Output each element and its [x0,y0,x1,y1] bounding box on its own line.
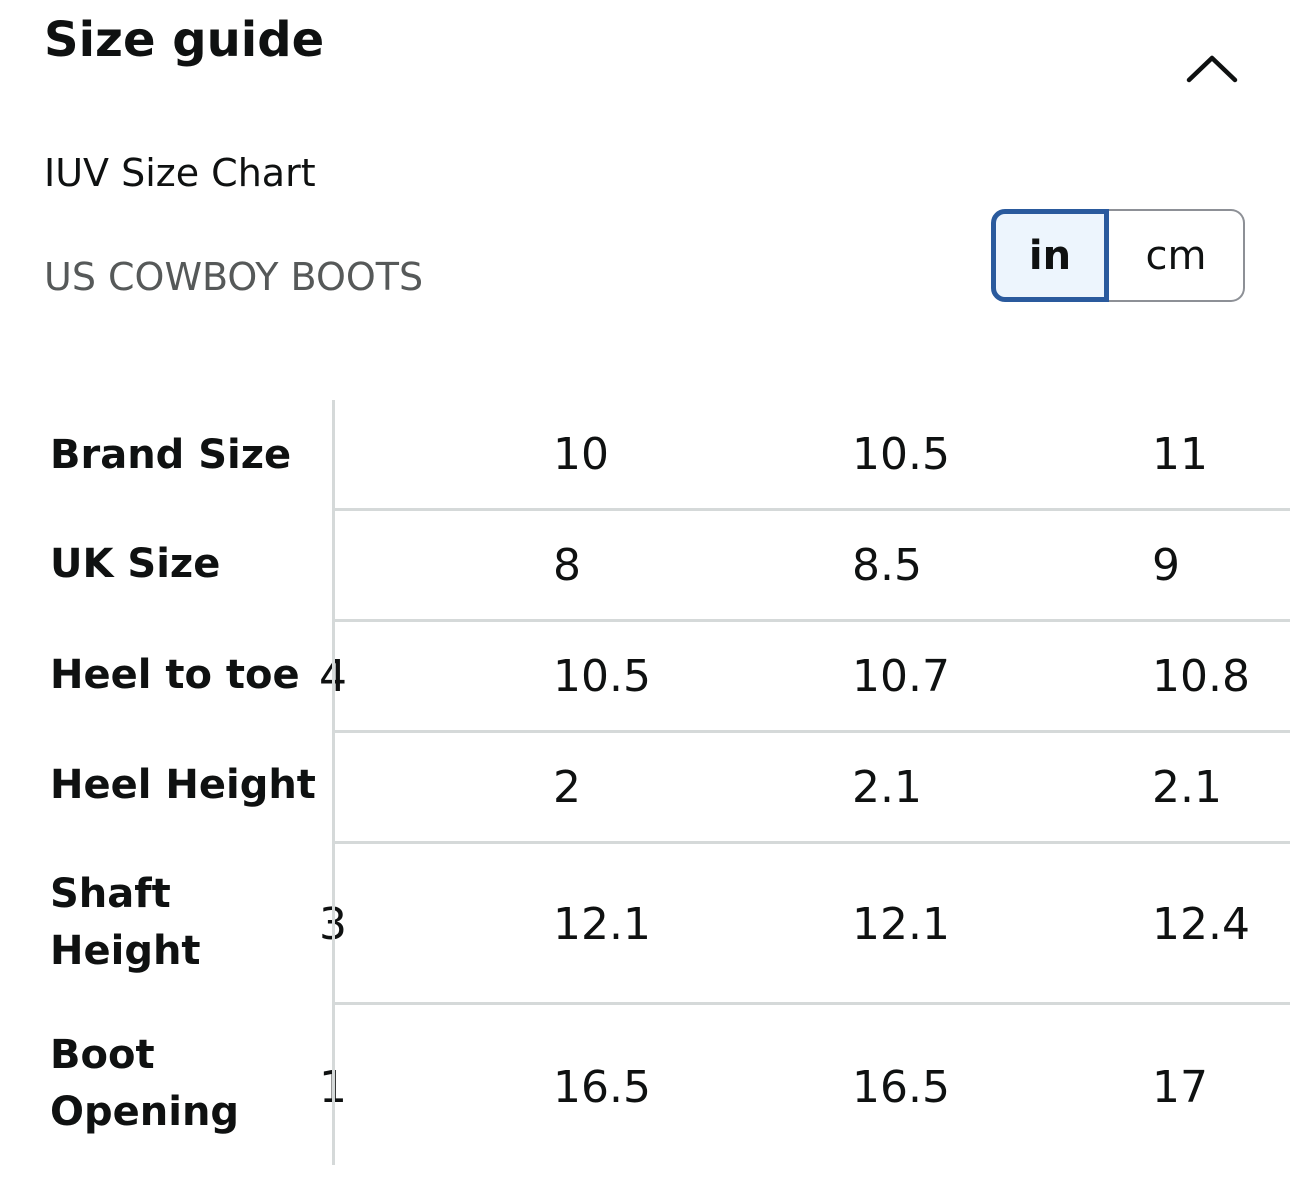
table-cell: 2.1 [1152,762,1222,813]
table-cell: 8 [553,540,581,591]
table-cell: 16.5 [553,1062,651,1113]
table-cell-partial: 1 [300,1063,347,1113]
table-cell: 16.5 [852,1062,950,1113]
unit-option-in[interactable]: in [991,209,1109,302]
row-label: UK Size [50,541,221,587]
unit-option-cm[interactable]: cm [1109,209,1245,302]
table-cell: 2 [553,762,581,813]
row-label: Shaft Height [50,871,201,974]
table-row: Brand Size 10 10.5 11 [0,400,1290,508]
table-row: Heel Height 2 2.1 2.1 [0,733,1290,841]
table-cell: 10.8 [1152,651,1250,702]
table-cell: 12.4 [1152,899,1250,950]
collapse-button[interactable] [1180,44,1244,92]
table-cell: 12.1 [553,899,651,950]
unit-toggle: in cm [991,209,1245,302]
row-label: Boot Opening [50,1032,240,1135]
table-cell: 10 [553,429,609,480]
table-cell: 17 [1152,1062,1208,1113]
size-table[interactable]: Brand Size 10 10.5 11 UK Size 8 8.5 9 He… [0,400,1290,1168]
row-divider [335,730,1290,733]
table-cell: 9 [1152,540,1180,591]
table-cell-partial: 3 [300,900,347,950]
row-divider [335,1002,1290,1005]
row-label: Heel to toe [50,652,300,698]
table-cell: 12.1 [852,899,950,950]
table-row: Shaft Height 3 12.1 12.1 12.4 [0,844,1290,1002]
table-cell: 10.5 [553,651,651,702]
sticky-column-divider [332,400,335,1165]
table-cell: 10.7 [852,651,950,702]
row-divider [335,508,1290,511]
table-cell: 11 [1152,429,1208,480]
size-chart-category: US COWBOY BOOTS [44,255,424,299]
row-divider [335,841,1290,844]
chevron-up-icon [1186,55,1238,83]
table-row: UK Size 8 8.5 9 [0,511,1290,619]
row-label: Heel Height [50,762,316,808]
table-row: Boot Opening 1 16.5 16.5 17 [0,1005,1290,1165]
page-title: Size guide [44,12,325,68]
row-divider [335,619,1290,622]
table-cell-partial: 4 [300,652,347,702]
table-cell: 10.5 [852,429,950,480]
table-cell: 8.5 [852,540,922,591]
table-row: Heel to toe 4 10.5 10.7 10.8 [0,622,1290,730]
row-label: Brand Size [50,432,292,478]
size-chart-name: IUV Size Chart [44,151,316,195]
table-cell: 2.1 [852,762,922,813]
